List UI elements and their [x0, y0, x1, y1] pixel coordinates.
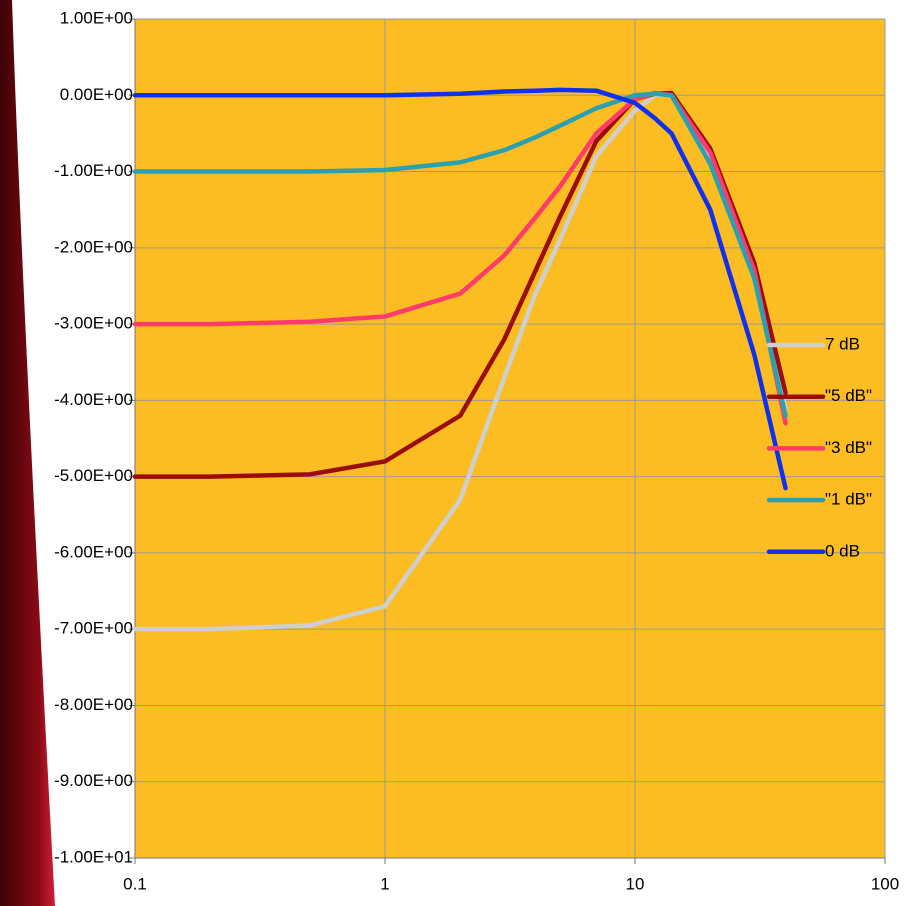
y-tick-label: -1.00E+00: [54, 161, 133, 180]
legend-label: "1 dB": [825, 490, 872, 509]
y-tick-label: -5.00E+00: [54, 466, 133, 485]
y-tick-label: 0.00E+00: [60, 85, 133, 104]
y-tick-label: -9.00E+00: [54, 771, 133, 790]
y-tick-label: -8.00E+00: [54, 695, 133, 714]
y-tick-label: -6.00E+00: [54, 542, 133, 561]
legend-label: "3 dB": [825, 438, 872, 457]
x-tick-label: 100: [871, 874, 899, 893]
decoration: [0, 0, 55, 906]
y-tick-label: 1.00E+00: [60, 8, 133, 27]
legend-label: 0 dB: [825, 541, 860, 560]
legend-label: 7 dB: [825, 334, 860, 353]
y-tick-label: -1.00E+01: [54, 847, 133, 866]
y-tick-label: -2.00E+00: [54, 237, 133, 256]
x-tick-label: 10: [626, 874, 645, 893]
y-tick-label: -7.00E+00: [54, 619, 133, 638]
x-tick-label: 0.1: [123, 874, 147, 893]
x-tick-label: 1: [380, 874, 389, 893]
legend-label: "5 dB": [825, 386, 872, 405]
chart: 1.00E+00 0.00E+00 -1.00E+00 -2.00E+00 -3.00E…: [0, 0, 905, 906]
y-tick-label: -3.00E+00: [54, 314, 133, 333]
y-tick-label: -4.00E+00: [54, 390, 133, 409]
